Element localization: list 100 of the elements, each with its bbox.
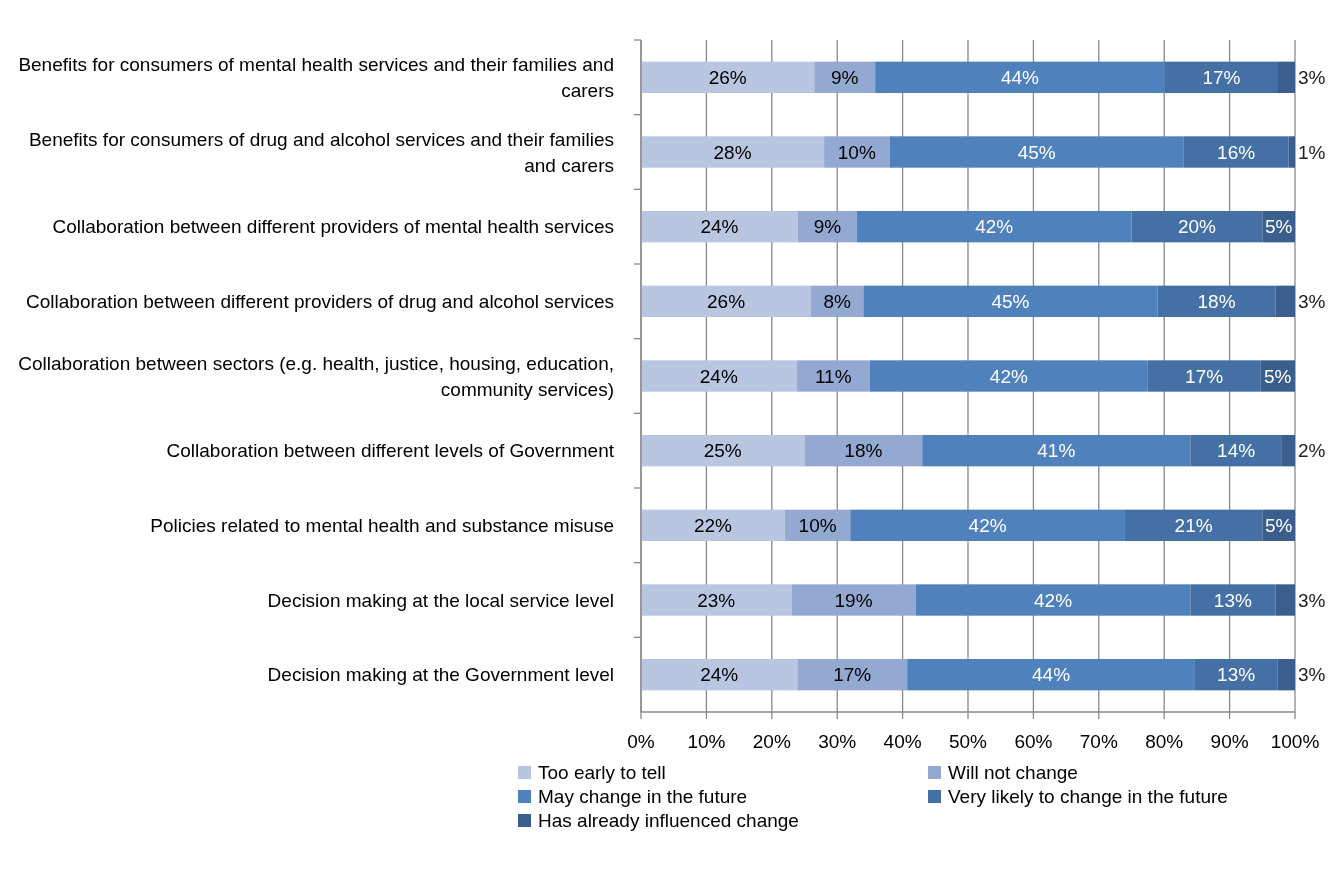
data-label: 41%	[1037, 440, 1076, 462]
bar	[1277, 658, 1295, 691]
bar	[922, 434, 1191, 467]
bar	[1275, 584, 1295, 616]
bar	[856, 210, 1132, 243]
data-label: 3%	[1298, 664, 1326, 686]
data-label: 24%	[700, 664, 739, 686]
bar	[863, 285, 1158, 318]
legend-label: May change in the future	[538, 785, 748, 807]
x-tick-label: 50%	[948, 731, 988, 752]
bar	[1124, 509, 1263, 542]
y-tick-label: Collaboration between different levels of Government	[166, 440, 615, 462]
bar	[869, 360, 1148, 392]
bar	[1190, 584, 1276, 616]
bar	[915, 584, 1191, 616]
y-tick-label: Collaboration between different providers of mental health services	[52, 216, 614, 238]
data-label: 24%	[700, 216, 739, 238]
data-label: 22%	[693, 514, 733, 536]
x-tick-label: 100%	[1270, 731, 1320, 752]
bar	[1164, 61, 1278, 94]
data-label: 26%	[708, 66, 747, 88]
bar	[641, 658, 798, 691]
data-label: 3%	[1298, 290, 1326, 312]
bar	[641, 360, 797, 392]
data-label: 21%	[1174, 514, 1213, 536]
legend-label: Too early to tell	[538, 761, 666, 783]
data-label: 42%	[968, 514, 1007, 536]
y-tick-label: Benefits for consumers of mental health services and their families and carers	[18, 53, 614, 101]
bar	[1157, 285, 1276, 318]
data-label: 17%	[1202, 66, 1241, 88]
bar	[1131, 210, 1263, 243]
data-label: 5%	[1263, 365, 1292, 387]
bar	[791, 584, 916, 616]
data-label: 44%	[1032, 664, 1071, 686]
y-tick-label: Policies related to mental health and substance misuse	[150, 514, 614, 536]
data-label: 28%	[713, 141, 752, 163]
x-tick-label: 90%	[1210, 731, 1249, 752]
bar	[824, 136, 890, 168]
data-label: 10%	[798, 514, 837, 536]
data-label: 19%	[834, 589, 873, 611]
data-label: 13%	[1213, 589, 1252, 611]
data-label: 14%	[1217, 440, 1256, 462]
data-label: 20%	[1177, 216, 1217, 238]
data-label: 45%	[1017, 141, 1056, 163]
bar	[889, 136, 1184, 168]
data-label: 5%	[1264, 514, 1293, 536]
data-label: 1%	[1298, 141, 1326, 163]
data-label: 17%	[833, 664, 872, 686]
x-tick-label: 70%	[1079, 731, 1118, 752]
data-label: 3%	[1298, 66, 1326, 88]
data-label: 13%	[1217, 664, 1256, 686]
bar	[641, 285, 812, 318]
data-label: 18%	[1197, 290, 1236, 312]
data-label: 17%	[1185, 365, 1224, 387]
bar	[641, 61, 815, 94]
data-label: 11%	[814, 365, 852, 387]
data-label: 26%	[707, 290, 746, 312]
legend-label: Has already influenced change	[538, 809, 799, 831]
bar	[850, 509, 1125, 542]
x-tick-label: 20%	[752, 731, 791, 752]
legend-label: Will not change	[948, 761, 1078, 783]
data-label: 23%	[697, 589, 736, 611]
data-label: 42%	[989, 365, 1028, 387]
data-label: 25%	[703, 440, 742, 462]
bar	[641, 210, 798, 243]
bar	[641, 584, 792, 616]
y-tick-label: Collaboration between sectors (e.g. health, justice, housing, education, community services)	[18, 352, 614, 400]
bar	[641, 434, 805, 467]
data-label: 5%	[1264, 216, 1293, 238]
data-label: 3%	[1298, 589, 1326, 611]
bar	[875, 61, 1165, 94]
y-tick-label: Benefits for consumers of drug and alcohol services and their families and carers	[28, 128, 614, 176]
x-tick-label: 80%	[1145, 731, 1184, 752]
data-label: 2%	[1298, 440, 1326, 462]
data-label: 9%	[813, 216, 842, 238]
y-tick-label: Decision making at the Government level	[267, 664, 614, 686]
bar	[1183, 136, 1289, 168]
data-label: 16%	[1217, 141, 1256, 163]
data-label: 18%	[844, 440, 883, 462]
bar	[1278, 61, 1295, 94]
bar	[1281, 434, 1295, 467]
bar	[804, 434, 923, 467]
data-label: 45%	[991, 290, 1030, 312]
bar	[641, 509, 785, 542]
bar	[797, 658, 908, 691]
data-label: 9%	[830, 66, 859, 88]
x-tick-label: 0%	[627, 731, 655, 752]
y-tick-label: Collaboration between different providers of drug and alcohol services	[26, 290, 614, 312]
bar	[1275, 285, 1295, 318]
bar	[907, 658, 1195, 691]
x-tick-label: 30%	[818, 731, 857, 752]
y-tick-label: Decision making at the local service level	[267, 589, 614, 611]
bar	[1288, 136, 1295, 168]
data-label: 44%	[1000, 66, 1040, 88]
bar	[1147, 360, 1261, 392]
data-label: 8%	[823, 290, 852, 312]
data-label: 42%	[975, 216, 1014, 238]
bar	[796, 360, 870, 392]
x-tick-label: 60%	[1014, 731, 1053, 752]
x-tick-label: 10%	[687, 731, 726, 752]
